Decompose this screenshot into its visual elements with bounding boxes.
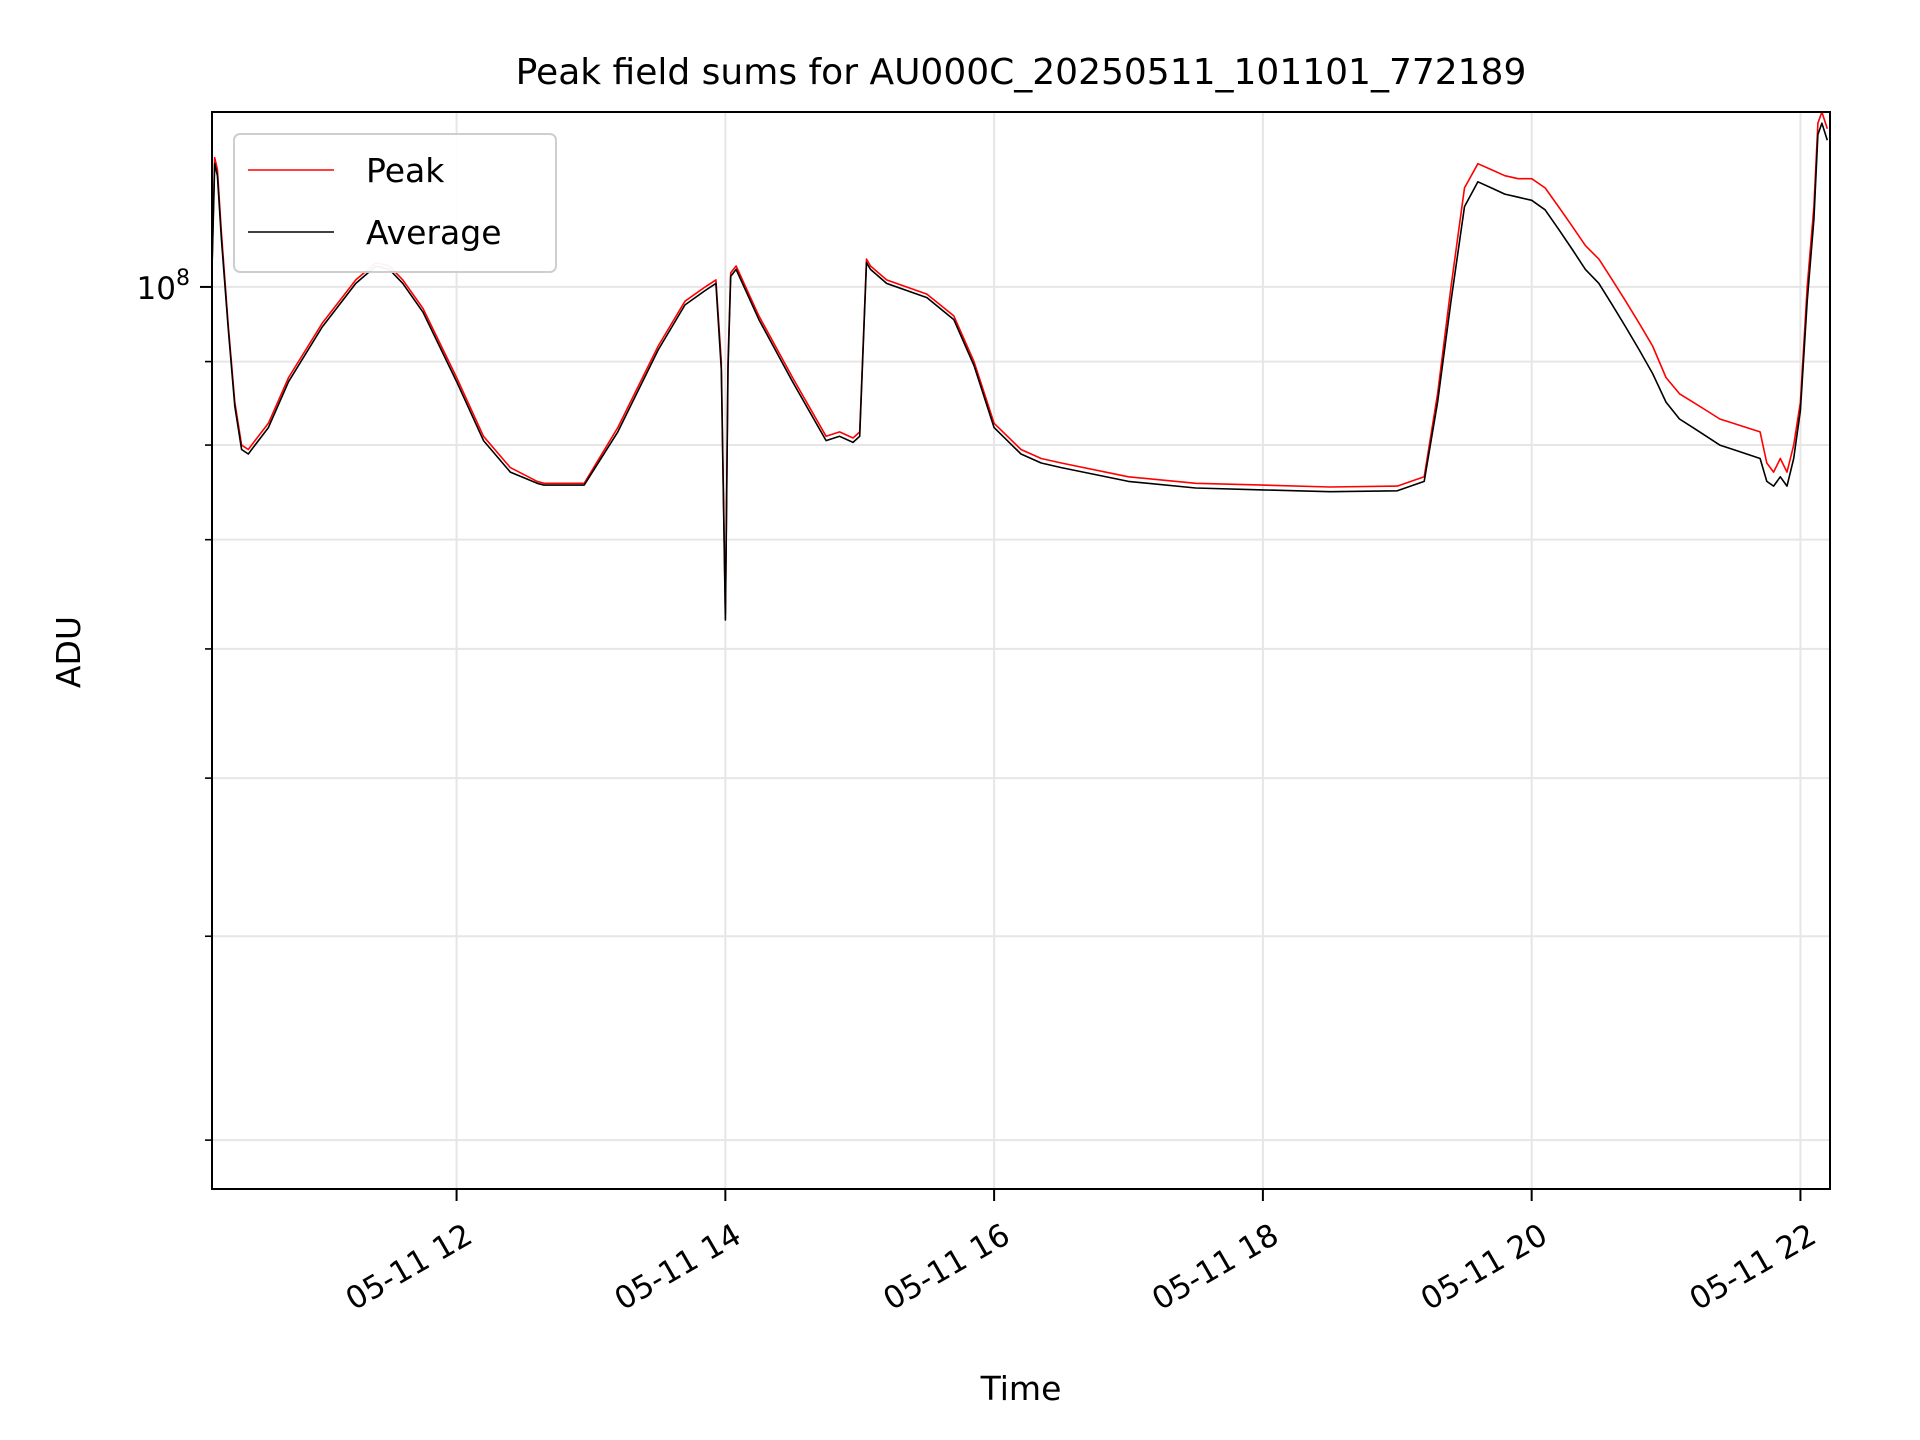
y-axis: 108 <box>137 266 212 1141</box>
y-tick-label: 108 <box>137 266 190 307</box>
legend-box <box>233 133 557 273</box>
series-line-peak <box>212 112 1829 616</box>
series-group <box>212 112 1829 621</box>
legend-label-peak: Peak <box>366 151 445 190</box>
legend-label-average: Average <box>366 213 502 252</box>
chart-title: Peak field sums for AU000C_20250511_1011… <box>516 52 1527 93</box>
y-axis-label: ADU <box>49 616 88 688</box>
series-line-average <box>212 122 1829 621</box>
grid <box>212 112 1830 1189</box>
plot-frame <box>211 111 1831 1190</box>
x-axis-label: Time <box>980 1369 1062 1408</box>
legend: Peak Average <box>233 133 557 273</box>
